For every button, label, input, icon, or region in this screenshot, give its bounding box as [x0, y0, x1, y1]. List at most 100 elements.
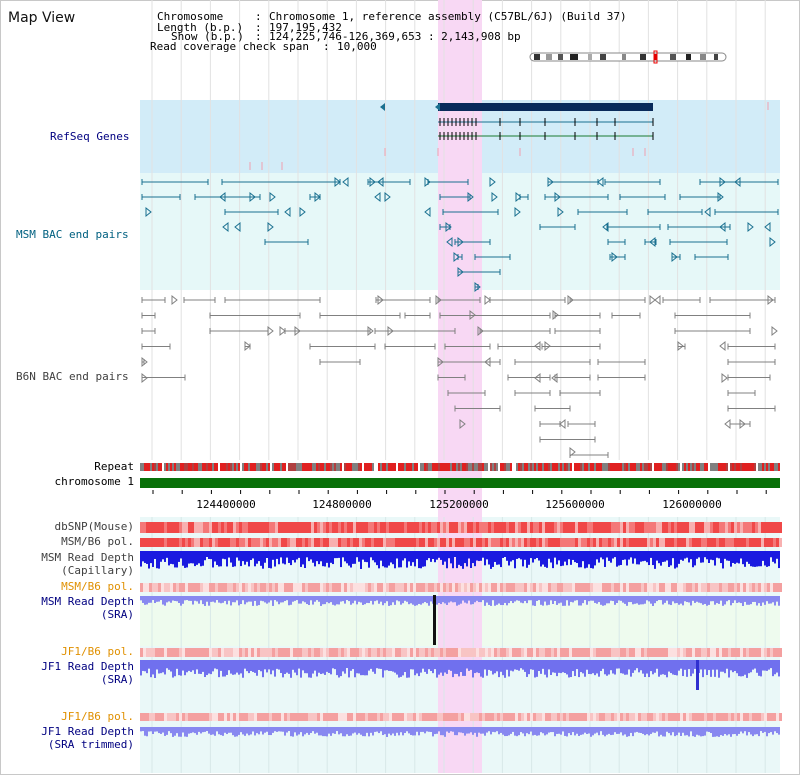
- depth-bar: [532, 596, 534, 606]
- depth-bar: [346, 596, 348, 601]
- heat-cell: [563, 522, 566, 533]
- repeat-segment: [374, 463, 376, 471]
- depth-bar: [316, 727, 318, 733]
- ideogram-band: [600, 54, 606, 60]
- depth-bar: [620, 660, 622, 674]
- depth-bar: [700, 596, 702, 604]
- jf1-depth-trimmed-label[interactable]: JF1 Read Depth: [41, 725, 134, 738]
- depth-bar: [526, 660, 528, 677]
- repeat-segment: [176, 463, 178, 471]
- depth-bar: [404, 660, 406, 673]
- repeat-segment: [420, 463, 422, 471]
- depth-bar: [766, 551, 768, 567]
- depth-bar: [316, 596, 318, 601]
- repeat-segment: [412, 463, 414, 471]
- depth-bar: [414, 551, 416, 567]
- msm-depth-capillary-label[interactable]: MSM Read Depth: [41, 551, 134, 564]
- heat-cell: [554, 583, 557, 592]
- heat-cell: [665, 583, 668, 592]
- heat-cell: [533, 583, 536, 592]
- repeat-segment: [252, 463, 254, 471]
- depth-bar: [722, 727, 724, 736]
- depth-bar: [668, 596, 670, 605]
- heat-cell: [479, 583, 482, 592]
- heat-cell: [626, 538, 629, 547]
- depth-bar: [372, 551, 374, 561]
- refseq-track-label[interactable]: RefSeq Genes: [50, 130, 130, 143]
- depth-bar: [378, 660, 380, 669]
- heat-cell: [500, 538, 503, 547]
- msm-b6-pol-sra-track-label[interactable]: MSM/B6 pol.: [61, 580, 134, 593]
- repeat-segment: [754, 463, 756, 471]
- heat-cell: [263, 583, 266, 592]
- repeat-segment: [342, 463, 344, 471]
- jf1-depth-sra-label[interactable]: JF1 Read Depth: [41, 660, 134, 673]
- heat-cell: [338, 538, 341, 547]
- heat-cell: [587, 583, 590, 592]
- heat-cell: [737, 522, 740, 533]
- heat-cell: [146, 583, 149, 592]
- heat-cell: [755, 522, 758, 533]
- msm-depth-sra-label[interactable]: MSM Read Depth: [41, 595, 134, 608]
- bac-arrow: [367, 325, 374, 337]
- msm-bac-track-label[interactable]: MSM BAC end pairs: [16, 228, 129, 241]
- jf1-b6-pol-trimmed-track-label[interactable]: JF1/B6 pol.: [61, 710, 134, 723]
- coverage-label: Read coverage check span: [150, 40, 309, 53]
- repeat-segment: [620, 463, 622, 471]
- heat-cell: [566, 583, 569, 592]
- depth-bar: [188, 727, 190, 734]
- depth-bar: [478, 727, 480, 733]
- depth-bar: [572, 727, 574, 733]
- depth-bar: [174, 727, 176, 736]
- depth-bar: [624, 596, 626, 604]
- depth-bar: [710, 660, 712, 677]
- heat-cell: [506, 583, 509, 592]
- heat-cell: [674, 522, 677, 533]
- depth-bar: [550, 551, 552, 563]
- b6n-bac-track-label[interactable]: B6N BAC end pairs: [16, 370, 129, 383]
- depth-bar: [476, 551, 478, 561]
- depth-bar: [244, 551, 246, 565]
- depth-bar: [220, 551, 222, 567]
- depth-bar: [224, 660, 226, 677]
- heat-cell: [212, 648, 215, 657]
- depth-bar: [610, 660, 612, 671]
- msm-b6-pol-track-label[interactable]: MSM/B6 pol.: [61, 535, 134, 548]
- depth-bar: [272, 551, 274, 560]
- depth-bar: [198, 596, 200, 604]
- repeat-segment: [326, 463, 328, 471]
- heat-cell: [350, 538, 353, 547]
- depth-bar: [544, 727, 546, 736]
- depth-bar: [596, 727, 598, 733]
- depth-bar: [318, 596, 320, 602]
- heat-cell: [260, 648, 263, 657]
- heat-cell: [731, 583, 734, 592]
- heat-cell: [764, 583, 767, 592]
- heat-cell: [596, 538, 599, 547]
- depth-bar: [430, 727, 432, 732]
- depth-bar: [698, 551, 700, 558]
- depth-bar: [358, 596, 360, 602]
- heat-cell: [422, 522, 425, 533]
- depth-bar: [292, 551, 294, 561]
- depth-bar: [252, 596, 254, 606]
- heat-cell: [401, 583, 404, 592]
- depth-bar: [338, 551, 340, 558]
- heat-cell: [704, 648, 707, 657]
- heat-cell: [401, 538, 404, 547]
- repeat-segment: [472, 463, 474, 471]
- heat-cell: [542, 538, 545, 547]
- heat-cell: [356, 713, 359, 721]
- depth-bar: [500, 660, 502, 672]
- dbsnp-track-label[interactable]: dbSNP(Mouse): [54, 520, 134, 533]
- depth-bar: [364, 596, 366, 605]
- depth-bar: [612, 660, 614, 674]
- heat-cell: [491, 648, 494, 657]
- depth-bar: [466, 727, 468, 734]
- jf1-b6-pol-track-label[interactable]: JF1/B6 pol.: [61, 645, 134, 658]
- depth-bar: [650, 551, 652, 558]
- depth-bar: [406, 727, 408, 732]
- depth-bar: [710, 551, 712, 560]
- depth-bar: [360, 551, 362, 569]
